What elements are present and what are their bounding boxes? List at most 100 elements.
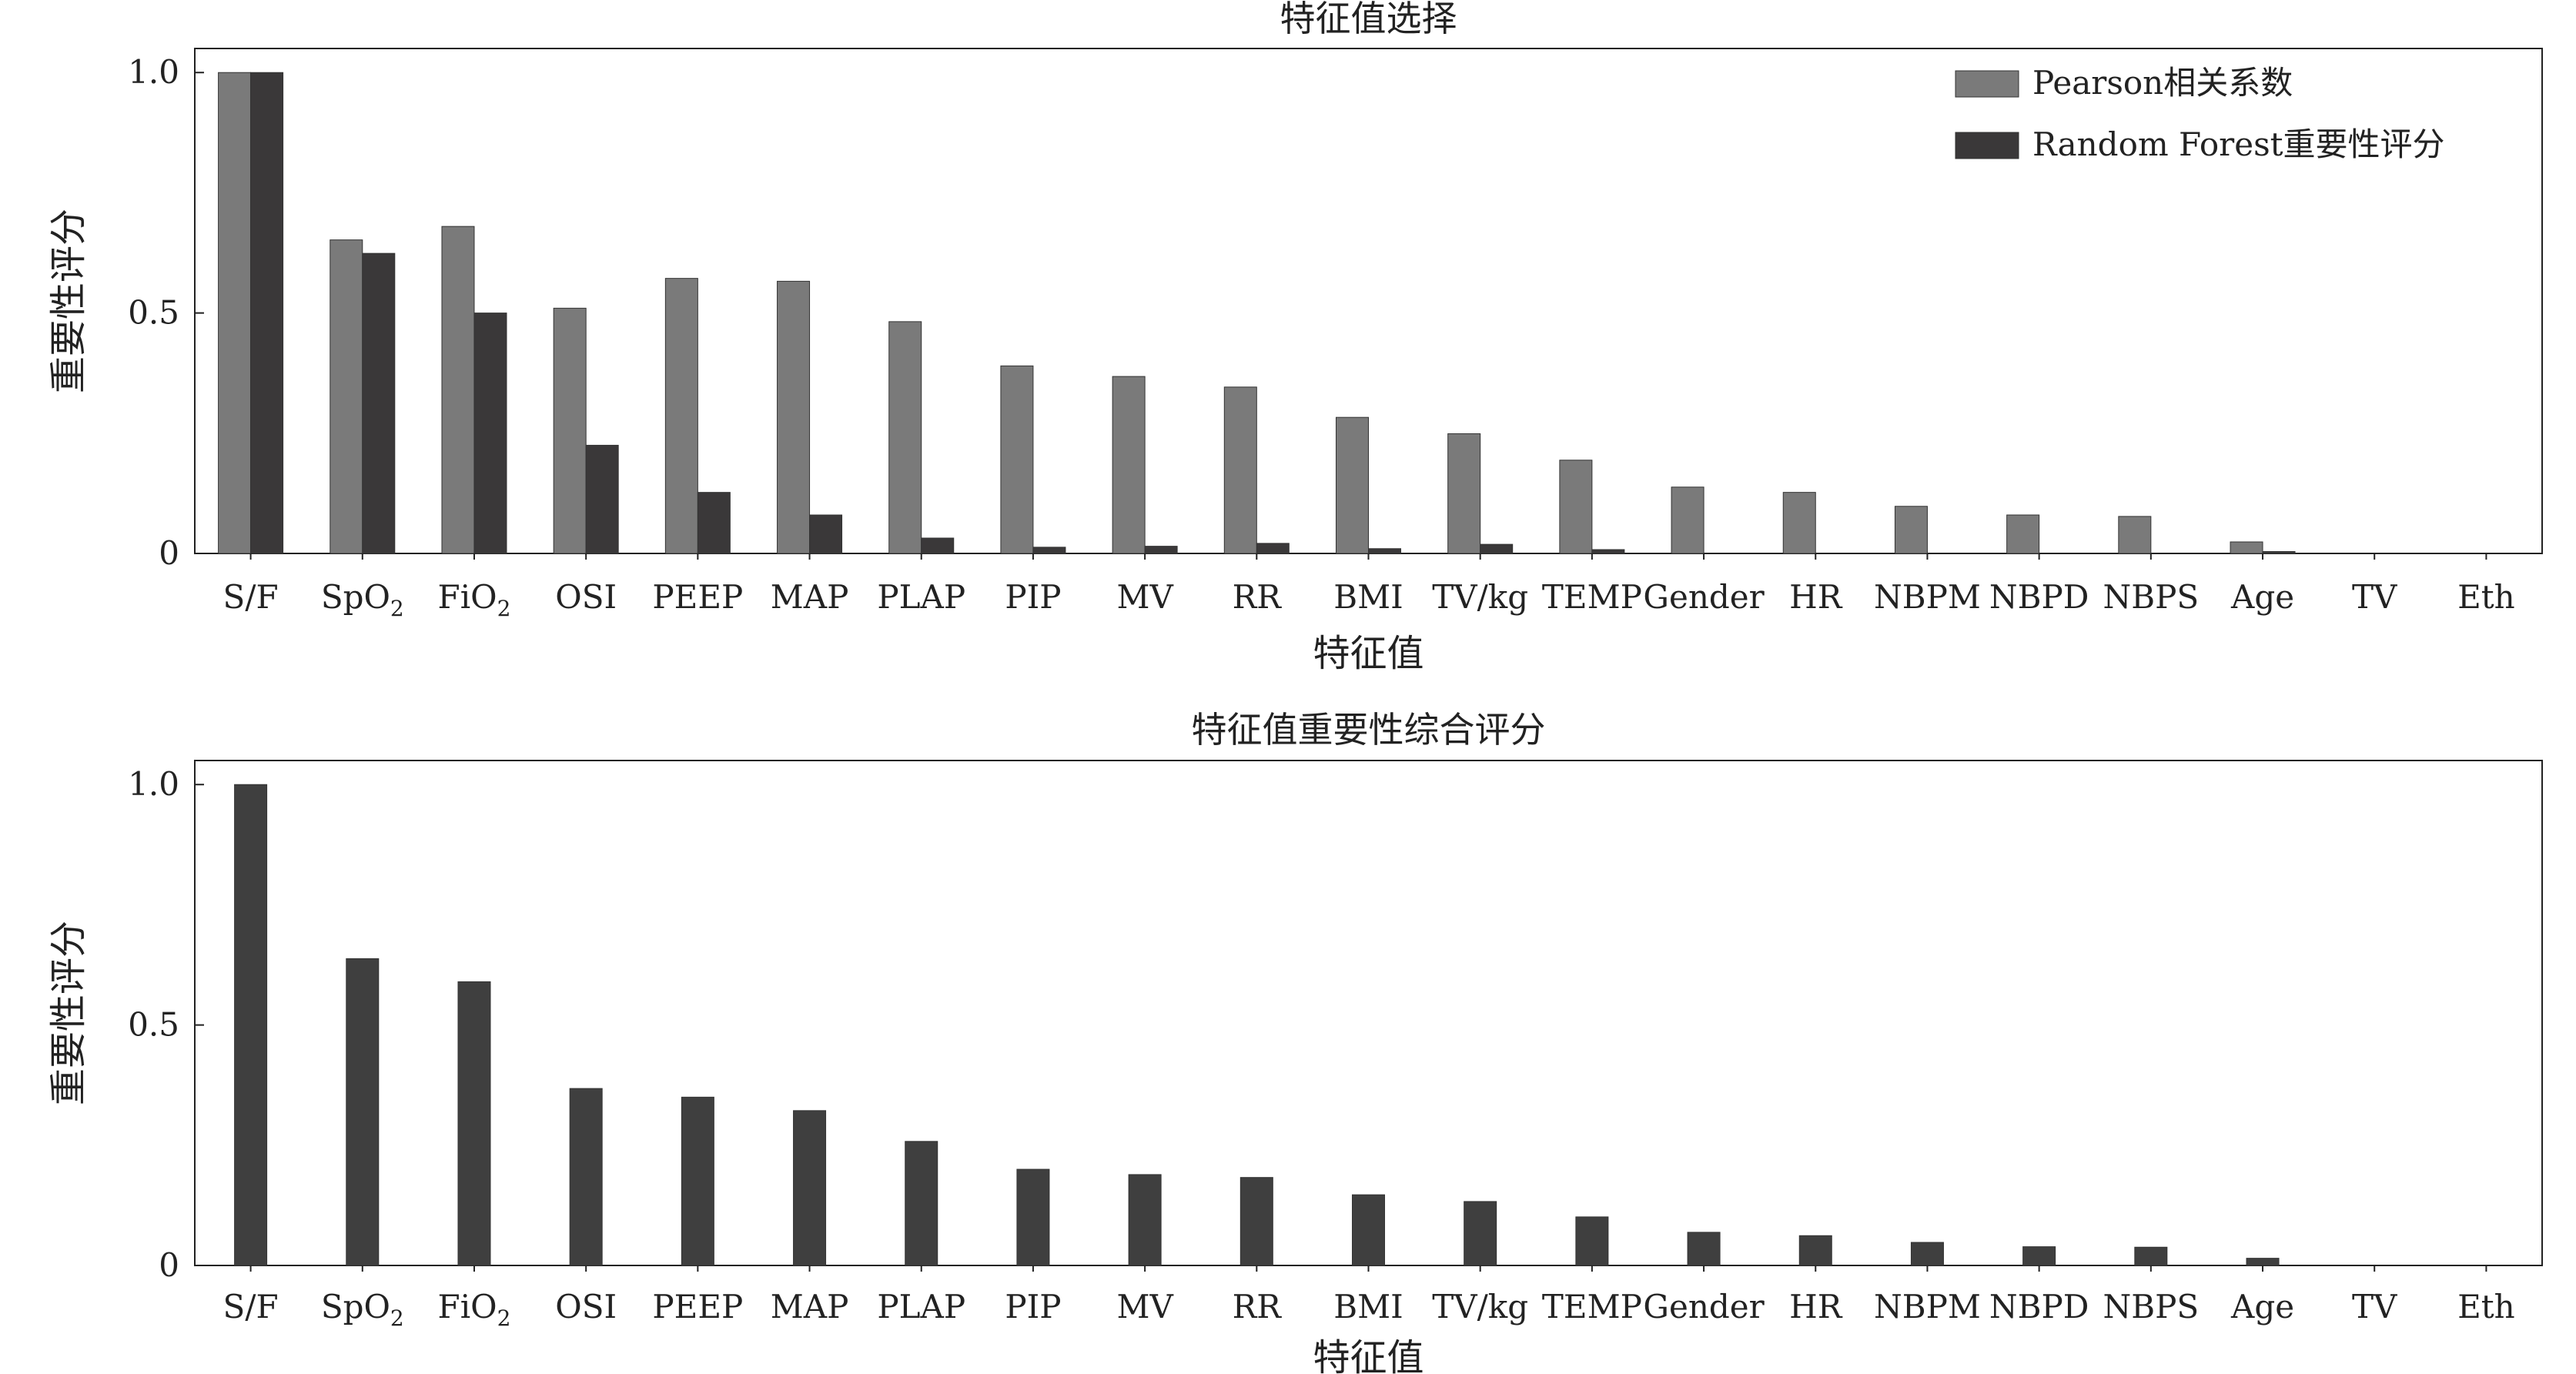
category-label: PLAP — [877, 1288, 965, 1326]
legend-label: Pearson相关系数 — [2032, 64, 2293, 102]
category-label: TEMP — [1542, 1288, 1642, 1326]
category-label: MV — [1116, 578, 1173, 616]
category-label: RR — [1233, 1288, 1283, 1326]
bar-score-nbpd — [2022, 1246, 2056, 1266]
category-label: NBPS — [2103, 1288, 2200, 1326]
bar-pearson-pip — [1000, 365, 1034, 554]
bar-pearson-peep — [664, 278, 698, 554]
y-tick-label: 0.5 — [128, 294, 179, 332]
category-label: Age — [2230, 1288, 2294, 1326]
category-label: HR — [1789, 1288, 1843, 1326]
bar-pearson-temp — [1559, 460, 1593, 554]
category-label: PIP — [1005, 578, 1061, 616]
category-label: PEEP — [652, 578, 743, 616]
x-axis-title: 特征值 — [1313, 1336, 1423, 1374]
y-axis-title: 重要性评分 — [47, 921, 90, 1105]
bar-score-nbpm — [1910, 1242, 1944, 1266]
bar-score-hr — [1798, 1235, 1832, 1266]
bar-score-age — [2246, 1258, 2280, 1266]
bar-random-forest-osi — [585, 444, 619, 554]
category-label: Eth — [2457, 1288, 2515, 1326]
category-label: TV/kg — [1432, 1288, 1528, 1326]
bar-score-s-f — [234, 784, 268, 1266]
bar-score-map — [793, 1110, 827, 1266]
bar-pearson-hr — [1782, 492, 1816, 554]
legend-swatch — [1955, 70, 2019, 98]
y-axis-title: 重要性评分 — [47, 209, 90, 393]
bar-pearson-tv-kg — [1447, 433, 1481, 554]
y-tick-label: 1.0 — [128, 53, 179, 91]
category-label: BMI — [1333, 578, 1403, 616]
category-label: Eth — [2457, 578, 2515, 616]
category-label: TEMP — [1542, 578, 1642, 616]
category-label: SpO2 — [321, 578, 404, 621]
y-tick-label: 0 — [159, 534, 179, 572]
bar-score-nbps — [2134, 1246, 2168, 1266]
y-tick-label: 0.5 — [128, 1006, 179, 1044]
legend-label: Random Forest重要性评分 — [2032, 125, 2445, 163]
bar-pearson-spo2 — [330, 239, 363, 554]
bar-random-forest-spo2 — [362, 252, 396, 554]
category-label: HR — [1789, 578, 1843, 616]
bar-pearson-map — [777, 280, 811, 554]
bar-pearson-age — [2230, 541, 2263, 554]
category-label: NBPD — [1989, 1288, 2089, 1326]
bar-score-tv-kg — [1464, 1201, 1497, 1266]
category-label: PEEP — [652, 1288, 743, 1326]
bar-score-spo2 — [346, 958, 380, 1266]
legend-swatch — [1955, 132, 2019, 159]
bar-pearson-rr — [1223, 386, 1257, 554]
bar-random-forest-bmi — [1368, 548, 1401, 554]
category-label: MAP — [771, 578, 849, 616]
category-label: FiO2 — [438, 1288, 511, 1331]
category-label: TV — [2352, 578, 2397, 616]
bar-score-rr — [1239, 1177, 1273, 1266]
bar-pearson-gender — [1671, 486, 1705, 554]
category-label: Age — [2230, 578, 2294, 616]
bar-score-peep — [681, 1096, 714, 1266]
chart-title: 特征值选择 — [1280, 0, 1457, 39]
chart-title: 特征值重要性综合评分 — [1192, 709, 1546, 751]
bar-score-plap — [905, 1141, 938, 1266]
category-label: Gender — [1643, 578, 1765, 616]
bar-random-forest-mv — [1144, 546, 1178, 554]
bar-score-gender — [1687, 1232, 1721, 1266]
category-label: NBPM — [1874, 1288, 1981, 1326]
y-tick-label: 0 — [159, 1246, 179, 1284]
bar-pearson-nbps — [2118, 516, 2152, 554]
bar-pearson-nbpd — [2006, 514, 2040, 554]
category-label: S/F — [223, 1288, 279, 1326]
bar-score-bmi — [1352, 1194, 1385, 1266]
bar-random-forest-fio2 — [473, 313, 507, 554]
bar-pearson-osi — [553, 307, 587, 554]
bar-pearson-fio2 — [441, 226, 475, 554]
category-label: PIP — [1005, 1288, 1061, 1326]
bar-random-forest-tv-kg — [1480, 543, 1514, 554]
bar-random-forest-s-f — [250, 72, 284, 554]
category-label: TV — [2352, 1288, 2397, 1326]
bar-score-pip — [1016, 1168, 1050, 1266]
bar-pearson-plap — [888, 321, 922, 554]
bar-random-forest-map — [809, 514, 843, 554]
bar-random-forest-pip — [1032, 547, 1066, 554]
category-label: MAP — [771, 1288, 849, 1326]
bar-random-forest-rr — [1256, 543, 1290, 554]
bar-score-temp — [1575, 1216, 1609, 1266]
bar-pearson-s-f — [218, 72, 252, 554]
category-label: FiO2 — [438, 578, 511, 621]
bar-random-forest-plap — [921, 537, 955, 554]
bar-random-forest-age — [2262, 551, 2296, 554]
category-label: NBPD — [1989, 578, 2089, 616]
bar-random-forest-temp — [1591, 549, 1625, 554]
bar-pearson-nbpm — [1894, 506, 1928, 554]
category-label: PLAP — [877, 578, 965, 616]
category-label: S/F — [223, 578, 279, 616]
category-label: TV/kg — [1432, 578, 1528, 616]
category-label: BMI — [1333, 1288, 1403, 1326]
category-label: RR — [1233, 578, 1283, 616]
y-tick-label: 1.0 — [128, 765, 179, 803]
category-label: OSI — [555, 1288, 617, 1326]
